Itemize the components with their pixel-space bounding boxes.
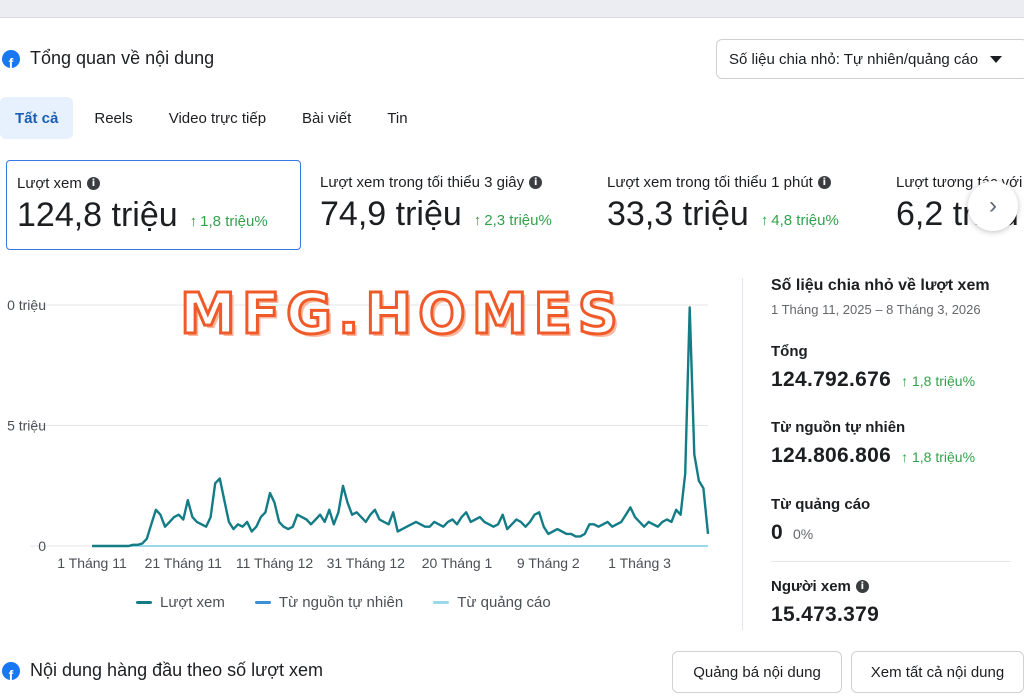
tab-stories[interactable]: Tin xyxy=(387,109,408,127)
organic-delta-text: 1,8 triệu% xyxy=(911,449,976,465)
x-axis-ticks: 1 Tháng 11 21 Tháng 11 11 Tháng 12 31 Tháng… xyxy=(57,555,671,571)
y-tick-label: 0 triệu xyxy=(7,297,46,313)
promote-content-button[interactable]: Quảng bá nội dung xyxy=(672,651,842,693)
metric-delta: ↑ 1,8 triệu% xyxy=(190,213,268,230)
tab-reels[interactable]: Reels xyxy=(94,109,133,127)
x-tick-label: 11 Tháng 12 xyxy=(236,555,314,571)
tab-live-video[interactable]: Video trực tiếp xyxy=(168,109,267,127)
series-line-views xyxy=(92,306,710,548)
legend-swatch xyxy=(136,601,152,604)
metric-value: 74,9 triệu xyxy=(320,195,462,233)
metric-delta: ↑ 4,8 triệu% xyxy=(761,212,839,229)
y-axis-ticks: 0 5 triệu 0 triệu xyxy=(7,297,46,554)
breakdown-title: Số liệu chia nhỏ về lượt xem xyxy=(771,277,990,294)
metric-card-views[interactable]: Lượt xem i 124,8 triệu ↑ 1,8 triệu% xyxy=(6,160,301,250)
view-all-content-button[interactable]: Xem tất cả nội dung xyxy=(851,651,1024,693)
viewers-value: 15.473.379 xyxy=(771,603,880,626)
organic-value: 124.806.806 xyxy=(771,444,892,467)
y-tick-label: 5 triệu xyxy=(7,418,46,434)
ads-label: Từ quảng cáo xyxy=(771,496,871,513)
metric-cards: Lượt xem i 124,8 triệu ↑ 1,8 triệu% Lượt x… xyxy=(0,160,1024,252)
arrow-up-icon: ↑ xyxy=(760,212,769,229)
x-tick-label: 1 Tháng 3 xyxy=(608,555,671,571)
breakdown-date-range: 1 Tháng 11, 2025 – 8 Tháng 3, 2026 xyxy=(771,302,981,317)
chart-legend: Lượt xem Từ nguồn tự nhiên Từ quảng cáo xyxy=(136,594,551,611)
next-metrics-button[interactable]: › xyxy=(968,181,1018,231)
total-delta: ↑ 1,8 triệu% xyxy=(901,373,975,389)
content-type-tabs: Tất cả Reels Video trực tiếp Bài viết Ti… xyxy=(0,97,429,139)
chevron-right-icon: › xyxy=(989,192,997,219)
x-tick-label: 1 Tháng 11 xyxy=(57,555,127,571)
breakdown-total: Tổng 124.792.676 ↑ 1,8 triệu% xyxy=(771,343,975,392)
ads-value: 0 xyxy=(771,521,783,544)
chart-series xyxy=(92,306,710,548)
x-tick-label: 31 Tháng 12 xyxy=(327,555,406,571)
arrow-up-icon: ↑ xyxy=(473,212,482,229)
top-content-title: Nội dung hàng đầu theo số lượt xem xyxy=(30,660,324,680)
info-icon[interactable]: i xyxy=(817,176,831,189)
metric-label: Lượt xem xyxy=(17,175,82,192)
x-tick-label: 21 Tháng 11 xyxy=(145,555,223,571)
breakdown-ads: Từ quảng cáo 0 0% xyxy=(771,496,870,545)
metric-card-views-1m[interactable]: Lượt xem trong tối thiểu 1 phút i 33,3 tr… xyxy=(597,160,882,250)
breakdown-divider xyxy=(771,561,1011,562)
info-icon[interactable]: i xyxy=(855,580,869,593)
total-label: Tổng xyxy=(771,343,808,360)
metric-delta-text: 2,3 triệu% xyxy=(484,212,552,229)
metric-value: 33,3 triệu xyxy=(607,195,749,233)
views-line-chart: 0 5 triệu 0 triệu 1 Tháng 11 21 Tháng 11 11 … xyxy=(0,280,730,620)
facebook-icon: f xyxy=(2,49,20,68)
tab-posts[interactable]: Bài viết xyxy=(302,109,352,127)
legend-label: Từ nguồn tự nhiên xyxy=(278,594,404,611)
breakdown-dropdown-label: Số liệu chia nhỏ: Tự nhiên/quảng cáo xyxy=(729,50,979,68)
facebook-icon: f xyxy=(2,661,20,680)
organic-delta: ↑ 1,8 triệu% xyxy=(901,449,975,465)
legend-item-views[interactable]: Lượt xem xyxy=(136,594,225,611)
x-tick-label: 9 Tháng 2 xyxy=(517,555,580,571)
overview-title: Tổng quan về nội dung xyxy=(30,48,215,68)
caret-down-icon xyxy=(990,55,1003,63)
info-icon[interactable]: i xyxy=(86,177,100,190)
x-tick-label: 20 Tháng 1 xyxy=(422,555,493,571)
y-tick-label: 0 xyxy=(38,538,46,554)
breakdown-dropdown[interactable]: Số liệu chia nhỏ: Tự nhiên/quảng cáo xyxy=(716,39,1024,79)
chart-svg: 0 5 triệu 0 triệu 1 Tháng 11 21 Tháng 11 11 … xyxy=(7,297,710,571)
arrow-up-icon: ↑ xyxy=(901,373,912,389)
legend-item-organic[interactable]: Từ nguồn tự nhiên xyxy=(254,594,404,611)
arrow-up-icon: ↑ xyxy=(901,449,912,465)
viewers-label: Người xem xyxy=(771,578,851,595)
arrow-up-icon: ↑ xyxy=(189,213,198,230)
watermark-text: MFG.HOMES xyxy=(178,281,625,349)
legend-item-ads[interactable]: Từ quảng cáo xyxy=(433,594,551,611)
metric-value: 124,8 triệu xyxy=(17,196,178,234)
metric-label: Lượt xem trong tối thiểu 3 giây xyxy=(320,174,525,191)
metric-label: Lượt xem trong tối thiểu 1 phút xyxy=(607,174,813,191)
overview-header: f Tổng quan về nội dung xyxy=(2,48,214,69)
breakdown-organic: Từ nguồn tự nhiên 124.806.806 ↑ 1,8 triệ… xyxy=(771,419,975,468)
legend-label: Lượt xem xyxy=(160,594,225,611)
total-value: 124.792.676 xyxy=(771,368,892,391)
breakdown-viewers: Người xem i 15.473.379 xyxy=(771,578,879,627)
organic-label: Từ nguồn tự nhiên xyxy=(771,419,906,436)
metric-delta-text: 4,8 triệu% xyxy=(771,212,839,229)
total-delta-text: 1,8 triệu% xyxy=(911,373,976,389)
legend-swatch xyxy=(254,601,271,604)
legend-label: Từ quảng cáo xyxy=(457,594,551,611)
browser-top-strip xyxy=(0,0,1024,18)
top-content-header: f Nội dung hàng đầu theo số lượt xem xyxy=(2,660,323,681)
views-breakdown-panel: Số liệu chia nhỏ về lượt xem 1 Tháng 11,… xyxy=(771,277,1021,626)
legend-swatch xyxy=(433,601,450,604)
metric-delta: ↑ 2,3 triệu% xyxy=(474,212,552,229)
metric-delta-text: 1,8 triệu% xyxy=(200,213,268,230)
vertical-divider xyxy=(742,278,743,630)
ads-pct: 0% xyxy=(792,526,814,542)
tab-all[interactable]: Tất cả xyxy=(0,97,74,139)
metric-card-views-3s[interactable]: Lượt xem trong tối thiểu 3 giây i 74,9 tr… xyxy=(310,160,590,250)
info-icon[interactable]: i xyxy=(529,176,543,189)
